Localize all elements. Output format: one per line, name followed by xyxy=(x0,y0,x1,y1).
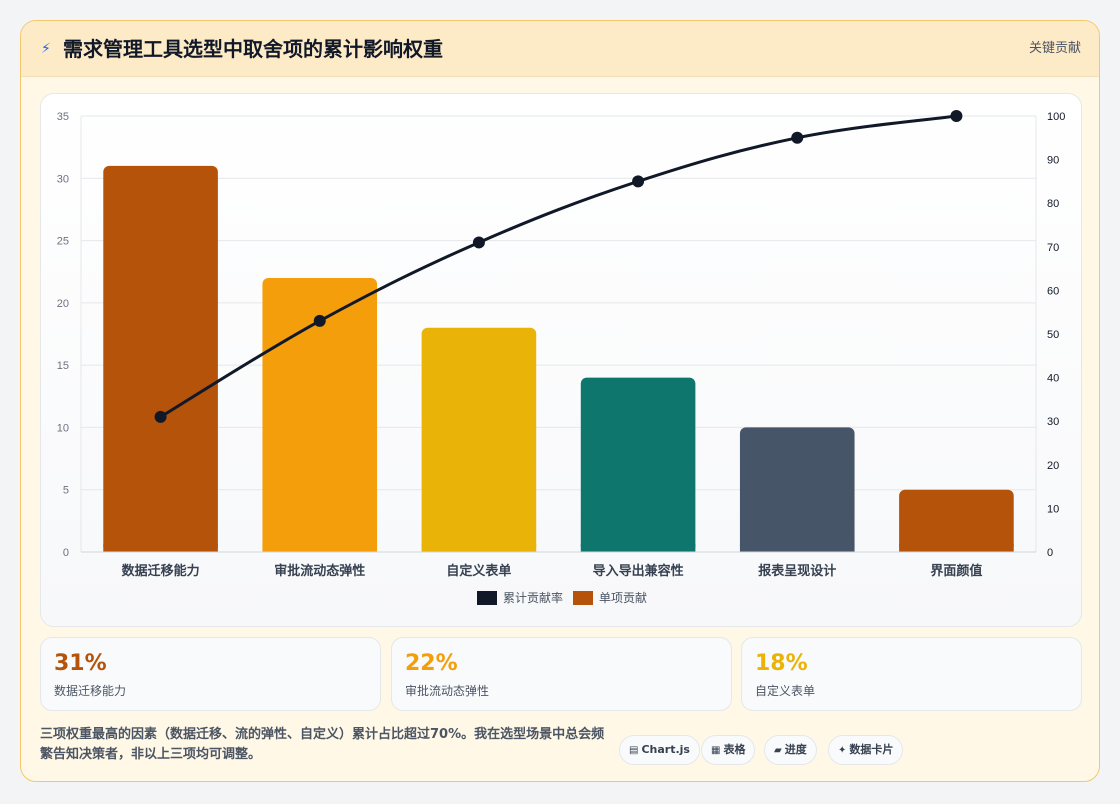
chip-label: 表格 xyxy=(723,743,746,756)
summary-note: 三项权重最高的因素（数据迁移、流的弹性、自定义）累计占比超过70%。我在选型场景… xyxy=(40,727,605,762)
stat-label: 自定义表单 xyxy=(755,684,816,698)
y-tick-label: 25 xyxy=(57,236,69,248)
bar xyxy=(739,544,855,552)
stat-value: 18% xyxy=(755,651,808,676)
sparkle-icon: ✦ xyxy=(838,745,847,756)
legend-label: 累计贡献率 xyxy=(503,590,563,605)
cumulative-line xyxy=(159,114,957,419)
bar xyxy=(262,544,378,552)
y-tick-label: 5 xyxy=(63,485,69,497)
y2-tick-label: 100 xyxy=(1047,111,1065,123)
line-point xyxy=(791,131,804,144)
bar xyxy=(899,489,1014,552)
report-card: ⚡ 需求管理工具选型中取舍项的累计影响权重 关键贡献 0 5 10 15 20 25 30 3… xyxy=(20,20,1100,782)
bar xyxy=(421,327,537,552)
card-header: ⚡ 需求管理工具选型中取舍项的累计影响权重 关键贡献 xyxy=(21,21,1099,77)
y2-tick-label: 40 xyxy=(1047,373,1059,385)
y2-tick-label: 0 xyxy=(1047,547,1053,559)
line-point xyxy=(632,175,645,188)
bar xyxy=(739,427,855,552)
progress-icon: ▰ xyxy=(774,745,782,756)
stat-value: 31% xyxy=(54,651,107,676)
chip-chartjs[interactable]: ▤ Chart.js xyxy=(619,735,700,765)
y-tick-label: 15 xyxy=(57,360,69,372)
stat-card-3: 18% 自定义表单 xyxy=(741,637,1082,711)
bar xyxy=(421,544,537,552)
stat-card-2: 22% 审批流动态弹性 xyxy=(391,637,732,711)
x-tick-label: 报表呈现设计 xyxy=(758,563,836,579)
bar xyxy=(103,544,218,552)
bar xyxy=(899,544,1014,552)
legend-swatch xyxy=(573,591,593,605)
stat-label: 审批流动态弹性 xyxy=(405,684,490,698)
bar xyxy=(580,377,696,552)
y2-tick-label: 70 xyxy=(1047,242,1059,254)
line-point xyxy=(472,236,485,249)
y-tick-label: 20 xyxy=(57,298,69,310)
y-tick-label: 30 xyxy=(57,173,69,185)
y-tick-label: 35 xyxy=(57,111,69,123)
x-tick-label: 审批流动态弹性 xyxy=(274,563,365,579)
y2-tick-label: 20 xyxy=(1047,460,1059,472)
stat-cards: 31% 数据迁移能力 22% 审批流动态弹性 18% 自定义表单 xyxy=(40,637,1082,711)
chart-icon: ▤ xyxy=(629,745,639,756)
lightning-icon: ⚡ xyxy=(41,41,51,57)
x-tick-label: 自定义表单 xyxy=(446,563,511,579)
chip-label: Chart.js xyxy=(641,743,690,756)
y2-tick-label: 80 xyxy=(1047,198,1059,210)
bar xyxy=(103,165,218,552)
x-tick-label: 导入导出兼容性 xyxy=(593,563,684,579)
bar xyxy=(580,544,696,552)
x-tick-label: 界面颜值 xyxy=(930,563,982,579)
chip-table[interactable]: ▦ 表格 xyxy=(701,735,756,765)
chip-datacard[interactable]: ✦ 数据卡片 xyxy=(828,735,904,765)
chip-label: 进度 xyxy=(784,743,807,756)
line-point xyxy=(154,410,167,423)
y2-tick-label: 10 xyxy=(1047,503,1059,515)
y-tick-label: 10 xyxy=(57,422,69,434)
bar xyxy=(262,277,378,552)
stat-card-1: 31% 数据迁移能力 xyxy=(40,637,381,711)
stat-value: 22% xyxy=(405,651,458,676)
line-point xyxy=(313,314,326,327)
chart-canvas: 0 5 10 15 20 25 30 35 0 10 20 30 40 50 60 70 80 90 100 数据迁移… xyxy=(57,110,1065,605)
stat-label: 数据迁移能力 xyxy=(54,684,127,698)
y2-tick-label: 60 xyxy=(1047,285,1059,297)
legend-label: 单项贡献 xyxy=(599,590,647,605)
y2-tick-label: 30 xyxy=(1047,416,1059,428)
y-tick-label: 0 xyxy=(63,547,69,559)
legend-swatch xyxy=(477,591,497,605)
chip-label: 数据卡片 xyxy=(849,743,894,756)
chip-progress[interactable]: ▰ 进度 xyxy=(764,735,817,765)
y2-tick-label: 90 xyxy=(1047,155,1059,167)
line-point xyxy=(950,110,963,122)
pareto-chart: 0 5 10 15 20 25 30 35 0 10 20 30 40 50 60 70 80 90 100 数据迁移… xyxy=(40,93,1082,627)
header-tag: 关键贡献 xyxy=(1028,41,1081,56)
page-title: 需求管理工具选型中取舍项的累计影响权重 xyxy=(63,37,443,61)
x-tick-label: 数据迁移能力 xyxy=(122,563,200,579)
y2-tick-label: 50 xyxy=(1047,329,1059,341)
table-icon: ▦ xyxy=(711,745,721,756)
